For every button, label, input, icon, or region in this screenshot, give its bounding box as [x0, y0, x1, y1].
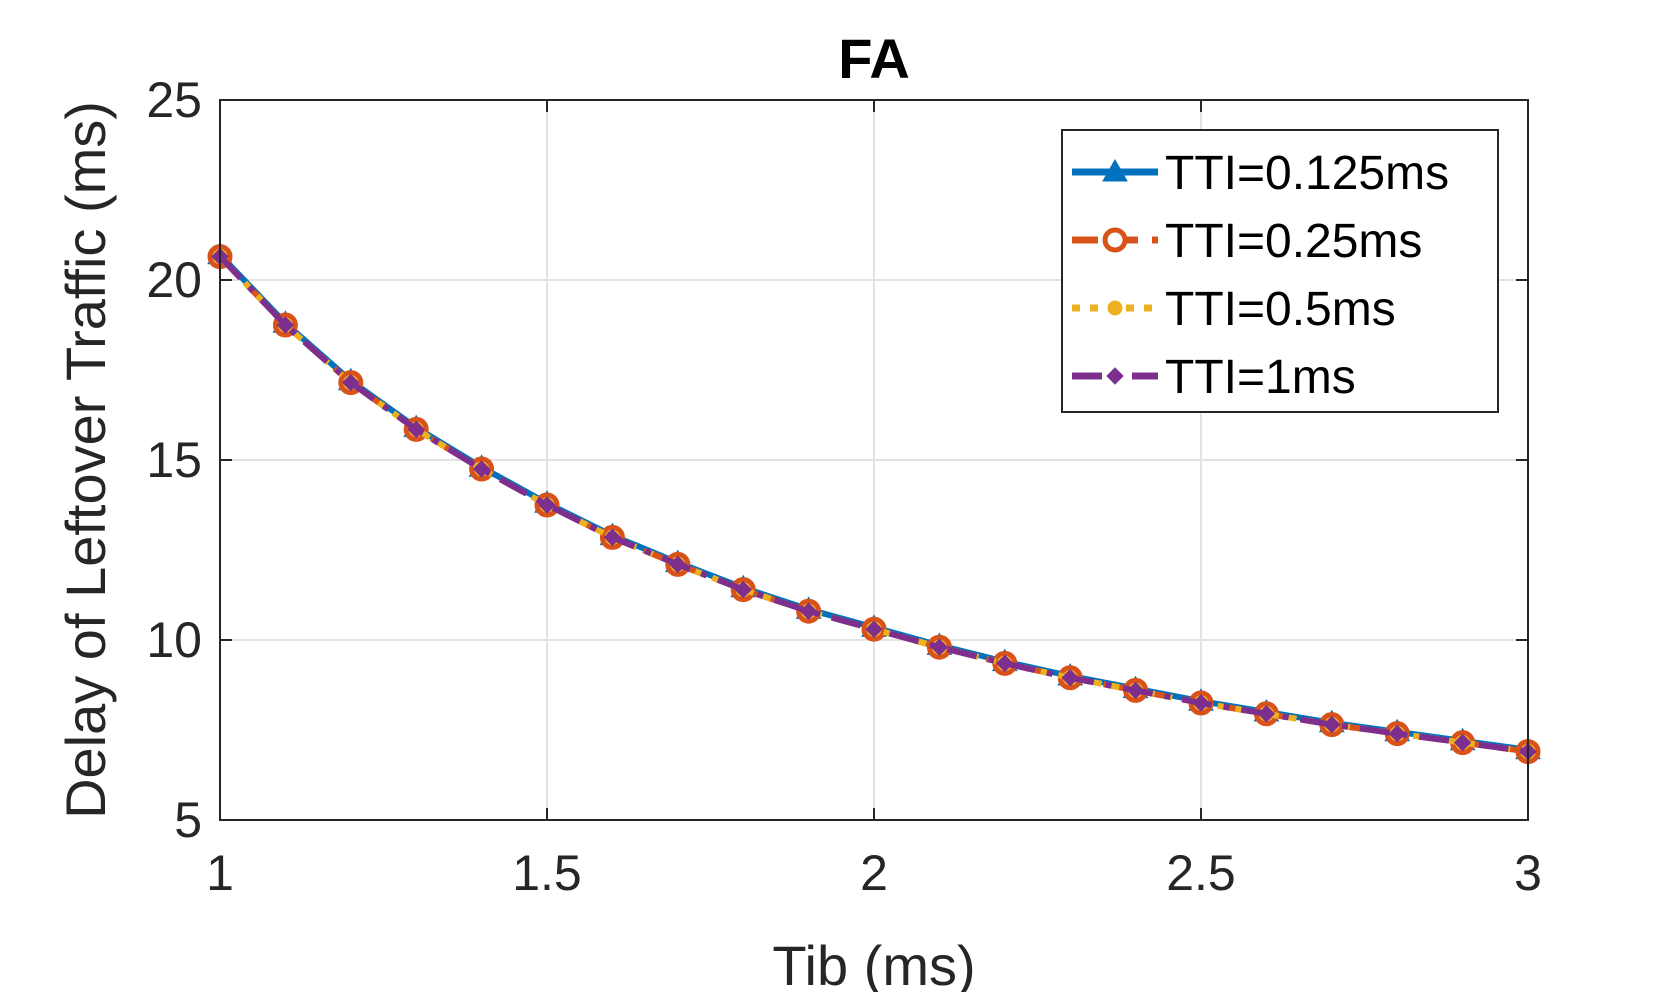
- legend-label: TTI=0.5ms: [1165, 283, 1396, 336]
- legend-label: TTI=0.125ms: [1165, 147, 1449, 200]
- legend-box: [1061, 129, 1499, 413]
- x-axis-label: Tib (ms): [772, 934, 975, 992]
- data-point: [1388, 724, 1406, 743]
- data-point: [1323, 715, 1341, 734]
- data-point: [669, 555, 687, 574]
- legend-swatch-marker: [1102, 158, 1128, 182]
- data-point: [276, 316, 295, 334]
- series-TTI=1ms: [211, 247, 1537, 761]
- ticks: 1 1.5 2 2.5 3 5 10 15 20 25: [146, 72, 1542, 901]
- data-point: [472, 460, 491, 478]
- y-tick-label: 15: [146, 432, 202, 488]
- y-tick-label: 10: [146, 612, 202, 668]
- legend-entry: TTI=0.25ms: [1072, 215, 1422, 268]
- data-point: [1061, 669, 1079, 687]
- data-point: [603, 528, 622, 547]
- data-point: [1453, 733, 1472, 752]
- data-point: [1257, 705, 1276, 723]
- x-tick-label: 1.5: [512, 845, 582, 901]
- legend-entry: TTI=1ms: [1072, 351, 1356, 404]
- y-tick-label: 20: [146, 252, 202, 308]
- y-tick-label: 25: [146, 72, 202, 128]
- legend-label: TTI=0.25ms: [1165, 215, 1422, 268]
- chart-title: FA: [838, 27, 910, 90]
- data-point: [1126, 681, 1145, 700]
- data-point: [930, 638, 949, 656]
- legend-swatch-marker: [1106, 367, 1124, 385]
- x-tick-label: 3: [1514, 845, 1542, 901]
- data-point: [865, 620, 883, 638]
- data-point: [799, 602, 818, 620]
- data-point: [734, 580, 752, 599]
- legend-entry: TTI=0.125ms: [1072, 147, 1449, 200]
- legend-label: TTI=1ms: [1165, 351, 1356, 404]
- data-point: [1192, 694, 1210, 712]
- legend-swatch-marker: [1102, 227, 1128, 253]
- series-layer: [207, 241, 1541, 765]
- y-axis-label: Delay of Leftover Traffic (ms): [54, 101, 117, 819]
- y-tick-label: 5: [174, 792, 202, 848]
- legend-swatch-marker: [1107, 300, 1123, 316]
- legend: TTI=0.125ms TTI=0.25ms TTI=0.5ms TTI=1ms: [1061, 129, 1499, 413]
- x-tick-label: 1: [206, 845, 234, 901]
- legend-entry: TTI=0.5ms: [1072, 283, 1396, 336]
- x-tick-label: 2.5: [1166, 845, 1236, 901]
- data-point: [407, 420, 425, 439]
- data-point: [996, 654, 1014, 673]
- data-point: [342, 373, 360, 392]
- data-point: [538, 496, 556, 514]
- x-tick-label: 2: [860, 845, 888, 901]
